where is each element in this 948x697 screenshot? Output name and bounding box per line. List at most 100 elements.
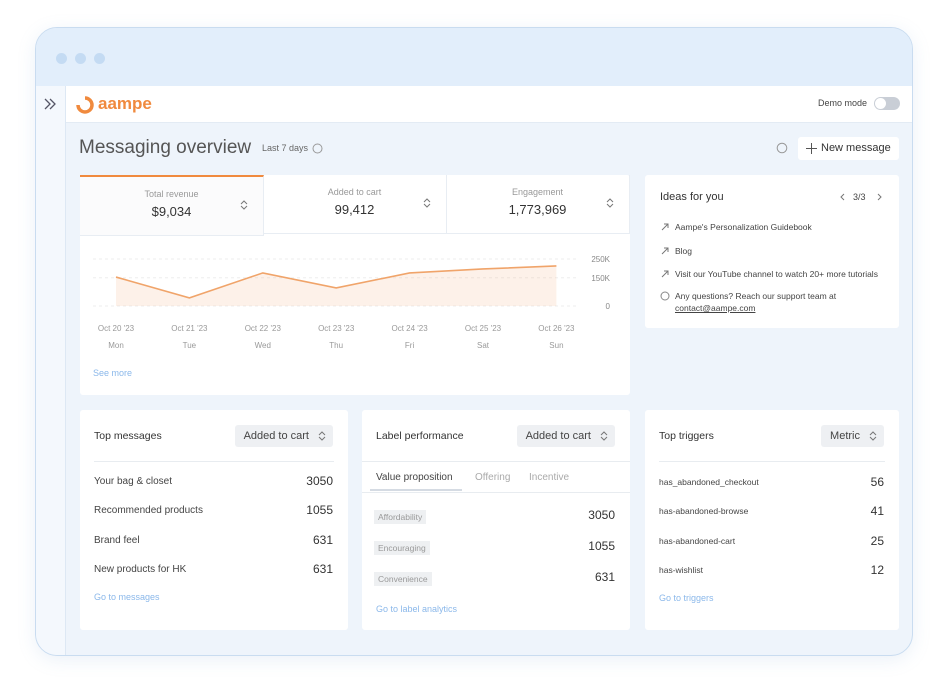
see-more-link[interactable]: See more	[93, 368, 133, 378]
kpi-label: Engagement	[511, 187, 564, 197]
x-tick-label: Oct 22 '23	[245, 324, 282, 333]
support-text: Any questions? Reach our support team at	[675, 291, 837, 301]
divider	[362, 492, 630, 493]
card-title: Ideas for you	[660, 191, 724, 203]
row-label: Recommended products	[94, 505, 203, 517]
row-value: 25	[870, 533, 884, 548]
x-tick-sublabel: Thu	[329, 341, 343, 350]
footer-link[interactable]: Go to messages	[94, 592, 160, 602]
demo-mode-toggle[interactable]	[874, 97, 900, 110]
row-value: 631	[312, 532, 333, 547]
tab[interactable]: Value proposition	[376, 472, 453, 483]
sort-icon	[606, 198, 614, 208]
help-icon[interactable]	[776, 142, 788, 154]
link-icon	[661, 270, 669, 278]
sort-icon	[423, 198, 431, 208]
button-label: New message	[821, 142, 891, 154]
divider	[362, 461, 630, 462]
link-icon	[661, 223, 669, 231]
new-message-button[interactable]: New message	[798, 137, 899, 160]
next-icon	[877, 193, 882, 201]
line	[115, 265, 557, 299]
row-value: 1055	[306, 503, 333, 518]
kpi-tab[interactable]: Engagement 1,773,969	[446, 175, 630, 234]
period-label[interactable]: Last 7 days	[262, 143, 309, 153]
divider	[94, 461, 334, 462]
kpi-label: Total revenue	[144, 189, 199, 199]
row-value: 3050	[306, 474, 333, 488]
row-value: 3050	[588, 508, 615, 522]
help-icon	[660, 291, 670, 301]
tab[interactable]: Offering	[475, 472, 511, 483]
row-label: Encouraging	[374, 541, 430, 555]
row-value: 631	[312, 561, 333, 576]
row-value: 1055	[588, 539, 615, 553]
metric-select[interactable]: Metric	[821, 425, 884, 447]
x-tick-sublabel: Tue	[183, 341, 197, 350]
brand-name: aampe	[98, 94, 152, 113]
top-messages-card: Top messages Added to cart Your bag & clos…	[80, 410, 348, 630]
x-tick-label: Oct 21 '23	[171, 324, 208, 333]
row-value: 41	[870, 504, 884, 519]
kpi-tab[interactable]: Total revenue $9,034	[80, 175, 264, 236]
area-fill	[116, 265, 557, 306]
ideas-card: Ideas for you 3/3 Aampe's Personalization …	[645, 175, 899, 328]
window-dot	[75, 53, 86, 64]
demo-mode-label: Demo mode	[818, 98, 868, 108]
footer-link[interactable]: Go to label analytics	[376, 604, 458, 614]
label-performance-card: Label performance Added to cart Value prop…	[362, 410, 630, 630]
row-label: New products for HK	[94, 563, 187, 575]
x-tick-sublabel: Fri	[405, 341, 415, 350]
active-tab-underline	[370, 489, 462, 491]
expand-icon[interactable]	[43, 98, 57, 110]
kpi-tab[interactable]: Added to cart 99,412	[263, 175, 447, 234]
sort-icon	[240, 200, 248, 210]
row-label: has-wishlist	[659, 564, 703, 575]
idea-link[interactable]: Blog	[675, 245, 693, 256]
x-tick-sublabel: Sat	[477, 341, 490, 350]
top-bar: aampe Demo mode	[66, 86, 912, 123]
overview-card: Total revenue $9,034 Added to cart 99,412 En…	[80, 175, 630, 395]
help-icon[interactable]	[312, 143, 323, 154]
x-tick-label: Oct 24 '23	[391, 324, 428, 333]
x-tick-label: Oct 20 '23	[98, 324, 135, 333]
row-label: has_abandoned_checkout	[659, 477, 759, 487]
pager: 3/3	[853, 192, 866, 202]
row-label: has-abandoned-cart	[659, 535, 736, 546]
divider	[659, 461, 885, 462]
kpi-label: Added to cart	[327, 187, 382, 197]
kpi-value: 99,412	[334, 202, 375, 217]
card-title: Top triggers	[659, 430, 714, 442]
brand-logo	[76, 96, 94, 114]
idea-link[interactable]: Visit our YouTube channel to watch 20+ m…	[675, 269, 878, 279]
row-label: Your bag & closet	[94, 476, 173, 487]
sort-icon	[869, 431, 877, 441]
y-tick-label: 250K	[591, 255, 610, 264]
footer-link[interactable]: Go to triggers	[659, 593, 714, 603]
kpi-value: $9,034	[151, 204, 192, 219]
row-label: has-abandoned-browse	[659, 506, 749, 517]
window-dot	[56, 53, 67, 64]
x-tick-label: Oct 26 '23	[538, 324, 575, 333]
support-email[interactable]: contact@aampe.com	[675, 303, 756, 313]
link-icon	[661, 247, 669, 254]
page-title: Messaging overview	[79, 137, 252, 158]
row-value: 56	[870, 475, 884, 489]
row-value: 12	[870, 562, 884, 577]
line-chart: 0 150K 250K Oct 20 '23 Mon Oct 21 '23 Tue Oct 2…	[93, 255, 611, 350]
row-label: Convenience	[374, 572, 432, 586]
card-title: Top messages	[94, 430, 162, 442]
x-tick-label: Oct 23 '23	[318, 324, 355, 333]
metric-select[interactable]: Added to cart	[516, 425, 615, 447]
card-title: Label performance	[376, 430, 464, 442]
kpi-value: 1,773,969	[508, 202, 567, 217]
tab[interactable]: Incentive	[529, 472, 570, 483]
idea-link[interactable]: Aampe's Personalization Guidebook	[675, 222, 812, 232]
top-triggers-card: Top triggers Metric has_abandoned_checkout…	[645, 410, 899, 630]
row-label: Brand feel	[94, 534, 140, 546]
sort-icon	[600, 431, 608, 441]
metric-select[interactable]: Added to cart	[234, 425, 333, 447]
x-tick-sublabel: Mon	[108, 341, 124, 350]
